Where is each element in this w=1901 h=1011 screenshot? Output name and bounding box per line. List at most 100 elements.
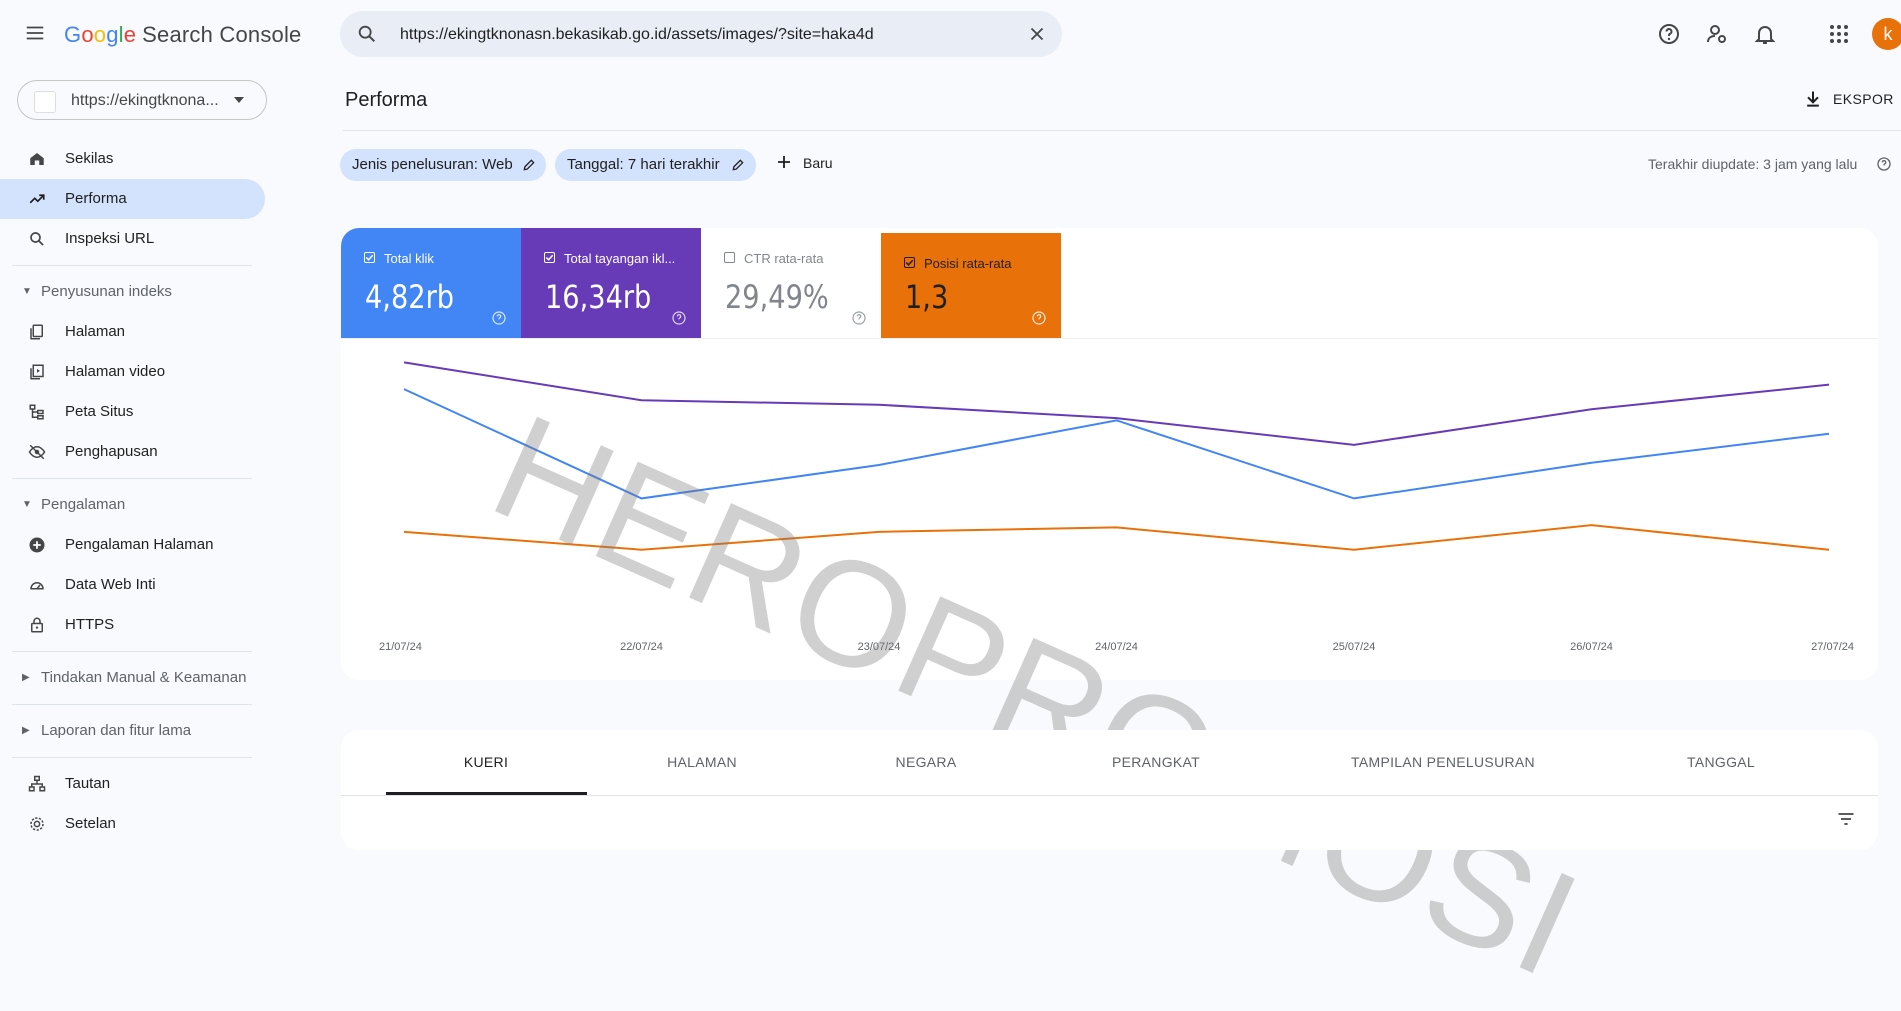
sidebar-section-pengalaman[interactable]: ▼ Pengalaman: [0, 485, 265, 525]
metric-tile-total-tayangan-ikl[interactable]: Total tayangan ikl... 16,34rb: [521, 228, 701, 338]
help-icon[interactable]: [851, 310, 867, 326]
sidebar-item-inspeksi-url[interactable]: Inspeksi URL: [0, 219, 265, 259]
checkbox[interactable]: [904, 257, 915, 268]
sidebar-item-label: Inspeksi URL: [65, 230, 155, 247]
search-icon[interactable]: [356, 23, 378, 45]
new-filter-label: Baru: [803, 155, 833, 171]
checkbox[interactable]: [364, 252, 375, 263]
page-title: Performa: [345, 89, 428, 111]
x-tick-label: 26/07/24: [1570, 641, 1613, 653]
report-tabs-card: KUERI HALAMAN NEGARA PERANGKAT TAMPILAN PENE…: [341, 730, 1878, 850]
sidebar-item-label: Pengalaman Halaman: [65, 536, 214, 553]
google-wordmark: Google: [64, 22, 136, 47]
series-line-posisi-rata-rata: [403, 524, 1830, 551]
tab-tanggal[interactable]: TANGGAL: [1687, 754, 1755, 770]
menu-icon[interactable]: [24, 22, 46, 44]
download-icon: [1807, 91, 1819, 107]
tabs-divider: [341, 795, 1878, 796]
tab-halaman[interactable]: HALAMAN: [667, 754, 737, 770]
new-filter-button[interactable]: Baru: [775, 153, 833, 174]
sidebar-item-penghapusan[interactable]: Penghapusan: [0, 432, 265, 472]
sidebar-section-penyusunan-indeks[interactable]: ▼ Penyusunan indeks: [0, 272, 265, 312]
sidebar-item-halaman-video[interactable]: Halaman video: [0, 352, 265, 392]
checkbox[interactable]: [724, 252, 735, 263]
sidebar-section-tindakan-manual-keamanan[interactable]: ▶ Tindakan Manual & Keamanan: [0, 658, 265, 698]
notifications-icon[interactable]: [1753, 22, 1777, 46]
metric-tile-ctr-rata-rata[interactable]: CTR rata-rata 29,49%: [701, 228, 881, 338]
product-name: Search Console: [142, 22, 302, 47]
metric-tile-posisi-rata-rata[interactable]: Posisi rata-rata 1,3: [881, 233, 1061, 338]
sidebar-item-label: Halaman video: [65, 363, 166, 380]
help-icon[interactable]: [671, 310, 687, 326]
sidebar-item-peta-situs[interactable]: Peta Situs: [0, 392, 265, 432]
video-pages-icon: [30, 364, 44, 380]
sidebar-item-label: Pengalaman: [41, 496, 126, 513]
sidebar-item-label: Laporan dan fitur lama: [41, 722, 192, 739]
tab-tampilan-penelusuran[interactable]: TAMPILAN PENELUSURAN: [1351, 754, 1535, 770]
logo-letter: o: [93, 22, 107, 47]
close-icon[interactable]: [1026, 23, 1048, 45]
sidebar-divider: [12, 704, 252, 705]
help-icon[interactable]: [1876, 156, 1892, 172]
filter-chip-date[interactable]: Tanggal: 7 hari terakhir: [555, 149, 756, 181]
sidebar-item-label: Penghapusan: [65, 443, 158, 460]
property-selector[interactable]: https://ekingtknona...: [17, 80, 267, 120]
help-icon[interactable]: [1031, 310, 1047, 326]
x-tick-label: 25/07/24: [1333, 641, 1376, 653]
chevron-right-icon: ▶: [22, 725, 30, 736]
filter-chip-search-type[interactable]: Jenis penelusuran: Web: [340, 149, 546, 181]
sidebar-item-label: Penyusunan indeks: [41, 283, 172, 300]
edit-icon[interactable]: [731, 158, 745, 172]
app-logo[interactable]: Google Search Console: [64, 22, 302, 48]
performance-line-chart: 21/07/24 22/07/24 23/07/24 24/07/24 25/07/24…: [341, 338, 1878, 653]
tab-negara[interactable]: NEGARA: [895, 754, 957, 770]
sidebar-item-halaman[interactable]: Halaman: [0, 312, 265, 352]
checkbox[interactable]: [544, 252, 555, 263]
metric-tile-total-klik[interactable]: Total klik 4,82rb: [341, 228, 521, 338]
sidebar-item-label: Tautan: [65, 775, 111, 792]
series-line-total-klik: [403, 388, 1830, 500]
edit-icon[interactable]: [522, 158, 536, 172]
property-favicon: [34, 91, 56, 113]
check-icon: [365, 254, 374, 261]
pages-icon: [30, 324, 43, 340]
search-bar: [340, 11, 1062, 57]
visibility-off-icon: [28, 444, 46, 460]
sidebar-nav: Sekilas Performa Inspeksi URL ▼ Penyusunan i…: [0, 139, 265, 844]
chevron-right-icon: ▶: [22, 672, 30, 683]
help-icon[interactable]: [491, 310, 507, 326]
search-input[interactable]: [398, 22, 1002, 48]
metric-value: 16,34rb: [545, 278, 652, 316]
sidebar-item-data-web-inti[interactable]: Data Web Inti: [0, 565, 265, 605]
expand-more-icon: ▼: [22, 286, 32, 297]
sidebar-divider: [12, 651, 252, 652]
x-tick-label: 24/07/24: [1095, 641, 1138, 653]
property-label: https://ekingtknona...: [71, 92, 219, 109]
logo-letter: G: [64, 22, 82, 47]
filter-list-icon[interactable]: [1836, 809, 1856, 829]
trending-up-icon: [29, 194, 45, 204]
sidebar-item-sekilas[interactable]: Sekilas: [0, 139, 265, 179]
last-updated: Terakhir diupdate: 3 jam yang lalu: [1648, 156, 1891, 172]
tab-kueri[interactable]: KUERI: [463, 754, 509, 770]
sidebar-section-laporan-dan-fitur-lama[interactable]: ▶ Laporan dan fitur lama: [0, 711, 265, 751]
sidebar-item-label: Peta Situs: [65, 403, 134, 420]
sidebar-divider: [12, 757, 252, 758]
sidebar-item-https[interactable]: HTTPS: [0, 605, 265, 645]
metric-label-text: Posisi rata-rata: [924, 256, 1012, 271]
filter-chip-label: Tanggal: 7 hari terakhir: [567, 156, 720, 173]
sidebar-item-tautan[interactable]: Tautan: [0, 764, 265, 804]
sidebar-item-pengalaman-halaman[interactable]: Pengalaman Halaman: [0, 525, 265, 565]
avatar[interactable]: k: [1872, 18, 1901, 50]
help-icon[interactable]: [1657, 22, 1681, 46]
sidebar-item-performa[interactable]: Performa: [0, 179, 265, 219]
sidebar-item-label: HTTPS: [65, 616, 115, 633]
apps-icon[interactable]: [1827, 22, 1851, 46]
sidebar-item-setelan[interactable]: Setelan: [0, 804, 265, 844]
home-icon: [30, 153, 44, 165]
tab-perangkat[interactable]: PERANGKAT: [1111, 754, 1200, 770]
links-icon: [28, 775, 46, 792]
x-tick-label: 27/07/24: [1811, 641, 1854, 653]
x-tick-label: 21/07/24: [379, 641, 422, 653]
manage-users-icon[interactable]: [1705, 22, 1729, 46]
